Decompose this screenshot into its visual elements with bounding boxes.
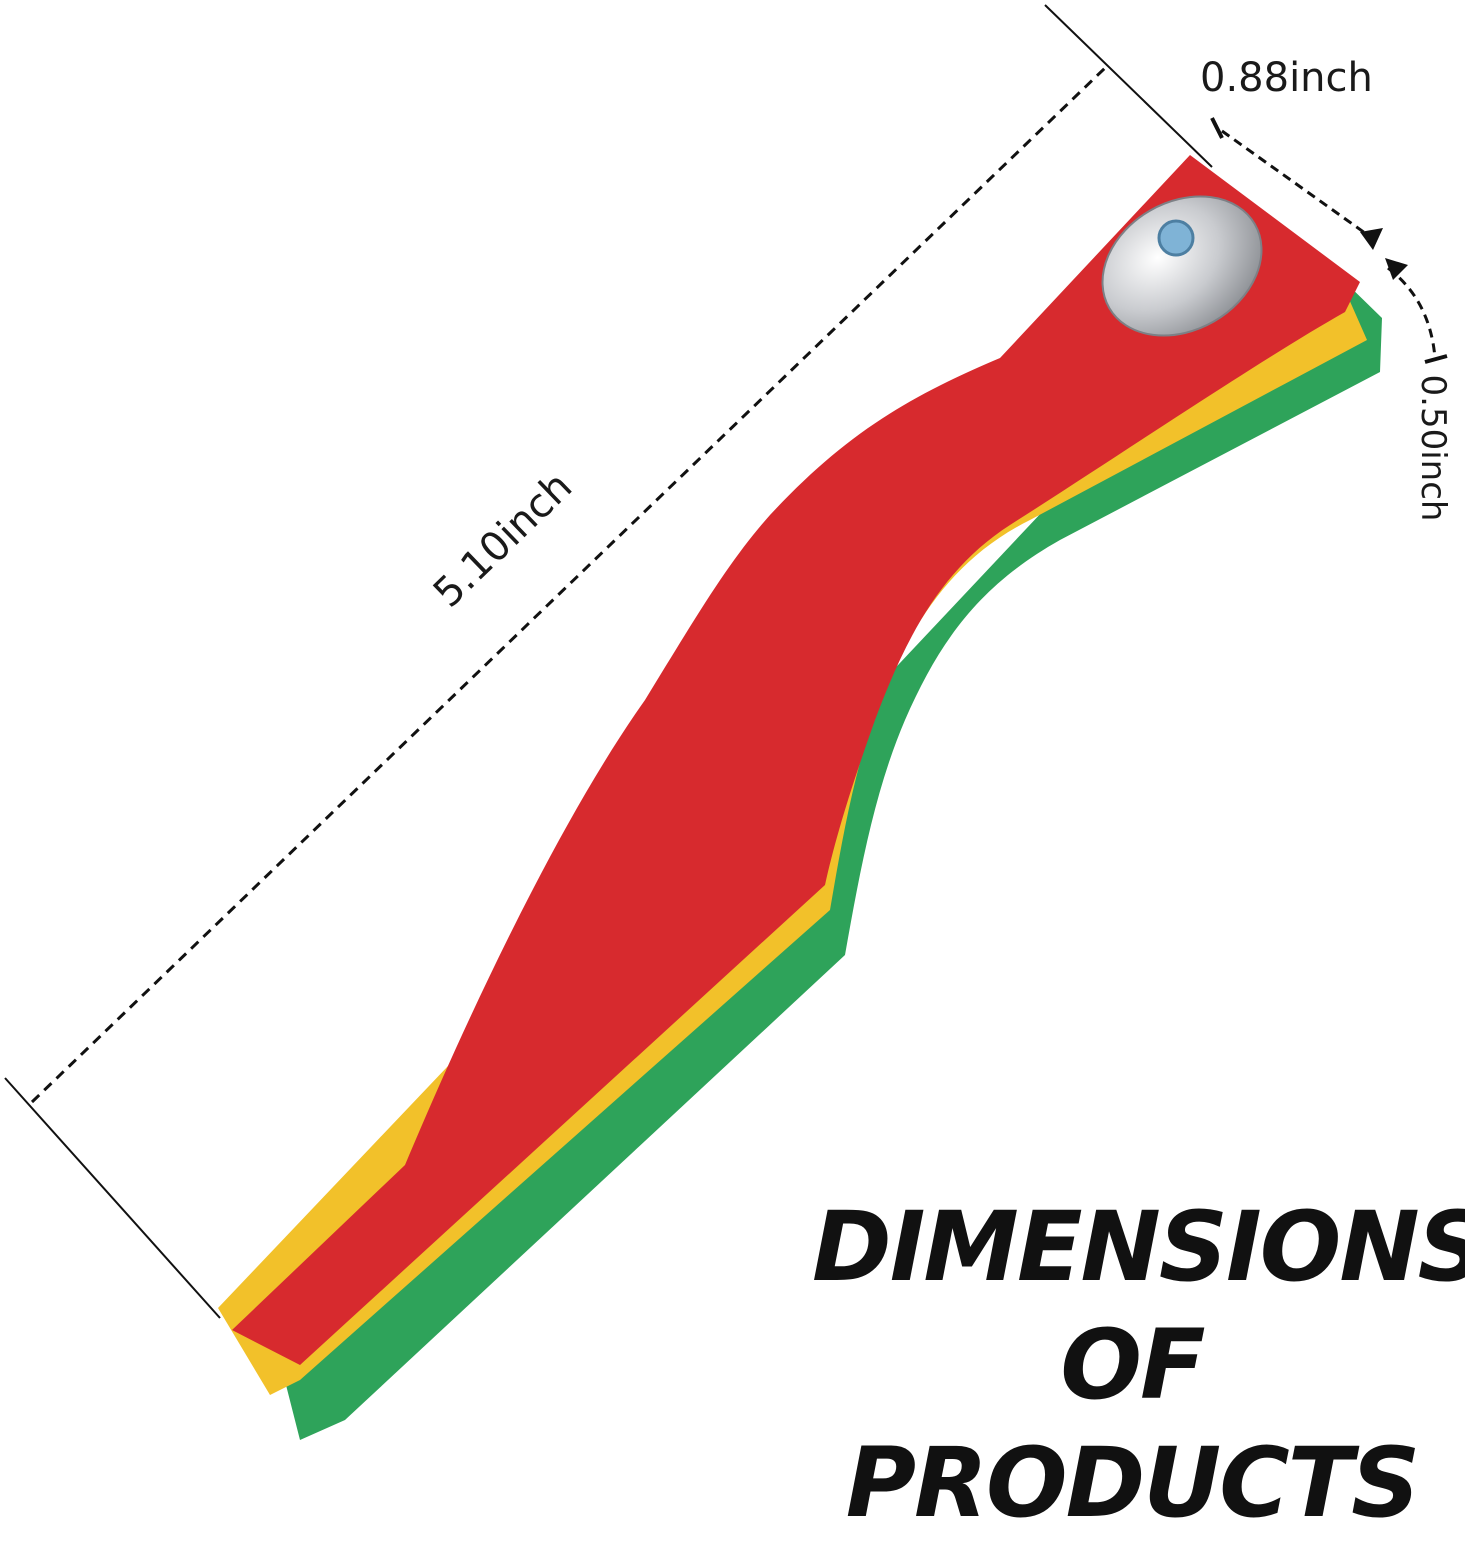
thickness-dimension-line — [1385, 258, 1448, 364]
width-dimension-label: 0.88inch — [1200, 55, 1373, 101]
product-illustration — [4, 4, 1448, 1440]
bolt-icon — [1101, 195, 1263, 337]
headline: DIMENSIONS OF PRODUCTS — [812, 1188, 1465, 1542]
length-dimension-line — [4, 4, 1213, 1319]
headline-line-1: DIMENSIONS — [812, 1191, 1465, 1303]
red-blade — [232, 155, 1360, 1365]
width-dimension-line — [1210, 117, 1383, 250]
thickness-dimension-label: 0.50inch — [1413, 374, 1453, 522]
headline-line-2: OF PRODUCTS — [845, 1309, 1421, 1539]
